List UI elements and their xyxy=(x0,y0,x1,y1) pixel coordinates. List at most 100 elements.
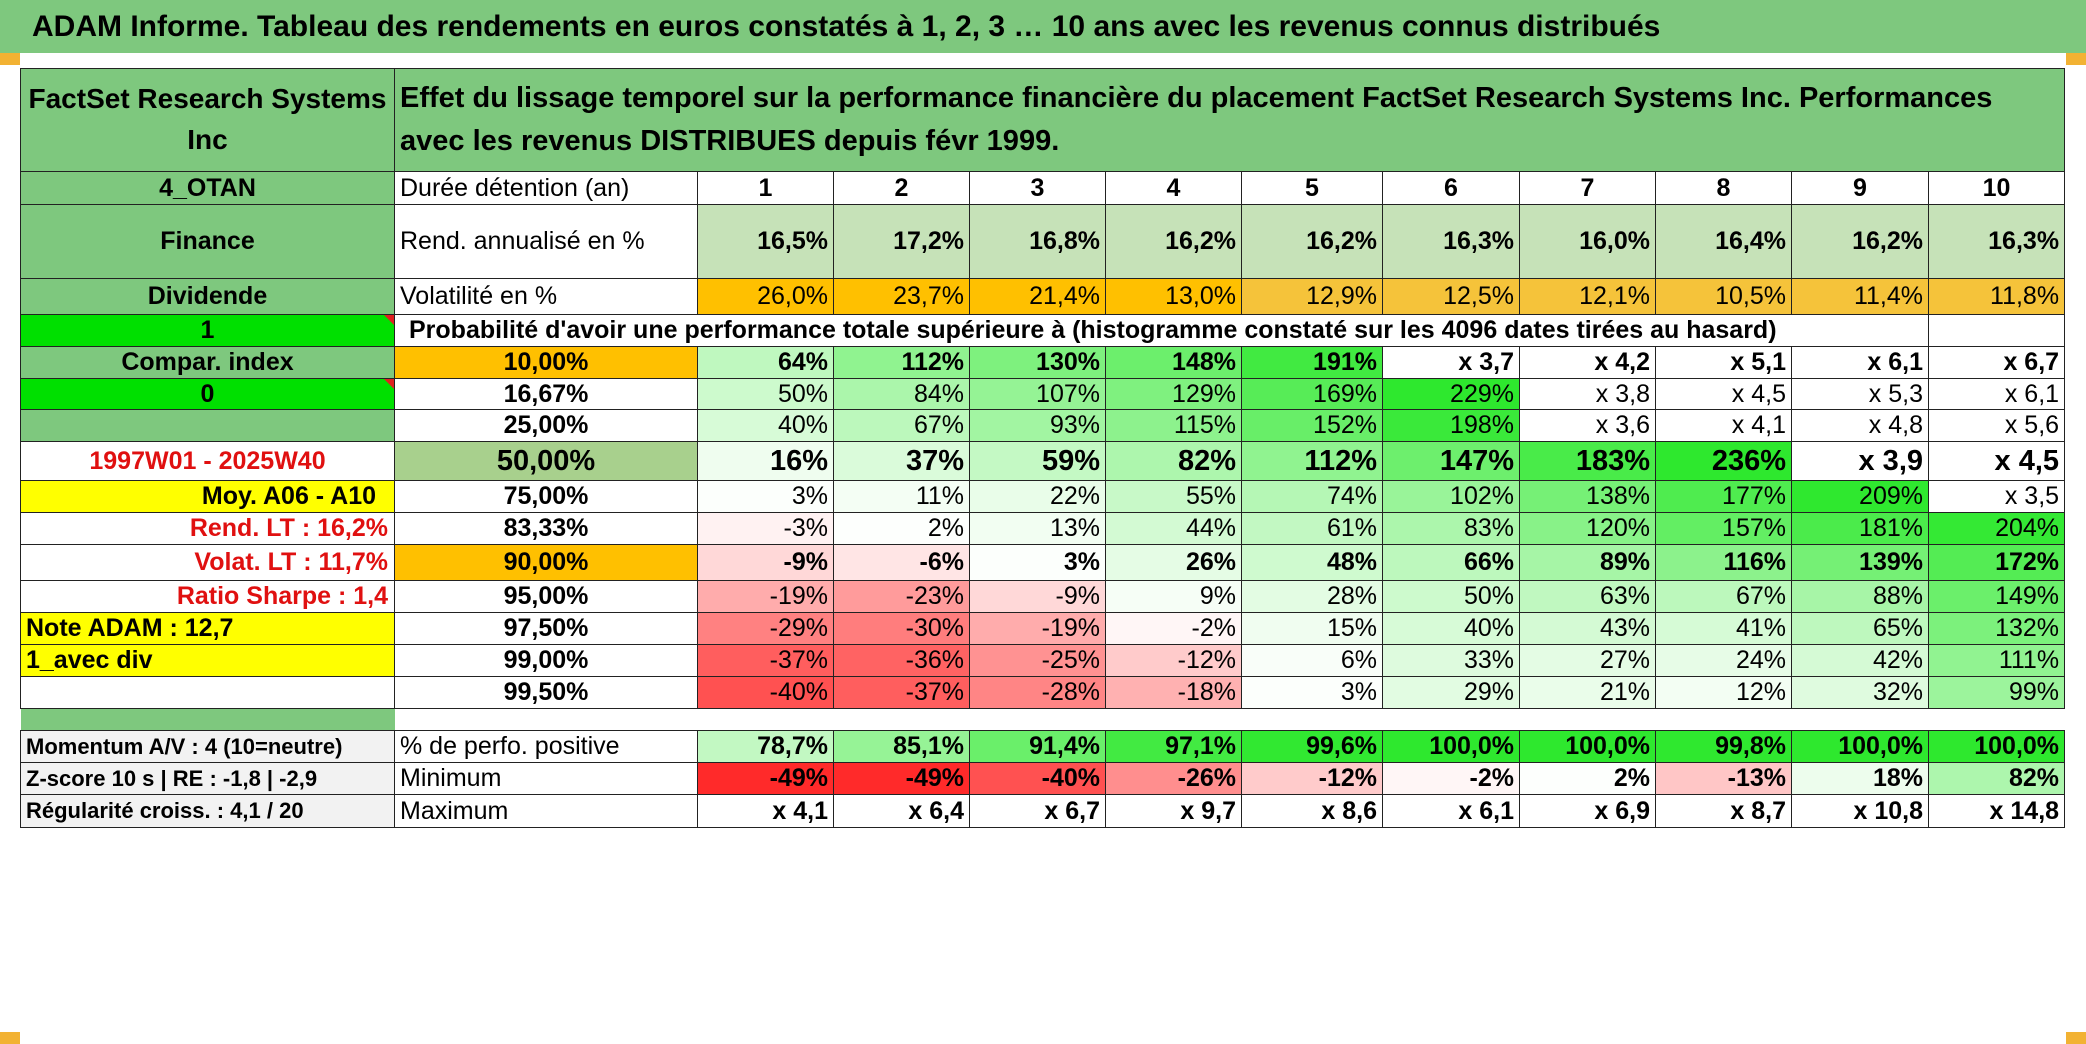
perf-cell: -36% xyxy=(833,644,970,677)
perf-cell: 115% xyxy=(1105,409,1242,442)
perf-cell: -2% xyxy=(1105,612,1242,645)
year-header: 2 xyxy=(833,171,970,205)
perf-cell: 116% xyxy=(1655,544,1792,581)
pos-value: 78,7% xyxy=(697,730,834,763)
perf-cell: x 6,7 xyxy=(1927,346,2066,379)
perf-cell: 42% xyxy=(1791,644,1929,677)
perf-cell: -40% xyxy=(697,676,834,709)
perf-cell: 67% xyxy=(833,409,970,442)
prob-threshold: 50,00% xyxy=(394,441,698,481)
perf-cell: 37% xyxy=(833,441,970,481)
prob-threshold: 95,00% xyxy=(394,580,698,613)
perf-cell: 172% xyxy=(1927,544,2066,581)
perf-cell: x 3,5 xyxy=(1927,480,2066,513)
perf-cell: 138% xyxy=(1519,480,1656,513)
rend-value: 16,8% xyxy=(969,204,1106,279)
sidebar-flag: 1 xyxy=(20,314,395,347)
perf-cell: 28% xyxy=(1241,580,1383,613)
perf-cell: 65% xyxy=(1791,612,1929,645)
perf-cell: 11% xyxy=(833,480,970,513)
rend-lt: Rend. LT : 16,2% xyxy=(20,512,395,545)
year-header: 9 xyxy=(1791,171,1929,205)
ratio-sharpe: Ratio Sharpe : 1,4 xyxy=(20,580,395,613)
perf-cell: 88% xyxy=(1791,580,1929,613)
max-value: x 6,1 xyxy=(1382,794,1520,828)
perf-cell: 12% xyxy=(1655,676,1792,709)
vol-value: 12,9% xyxy=(1241,278,1383,315)
perf-cell: x 5,6 xyxy=(1927,409,2066,442)
rend-value: 16,4% xyxy=(1655,204,1792,279)
perf-cell: 32% xyxy=(1791,676,1929,709)
perf-cell: 59% xyxy=(969,441,1106,481)
prob-threshold: 90,00% xyxy=(394,544,698,581)
max-value: x 4,1 xyxy=(697,794,834,828)
perf-cell: 148% xyxy=(1105,346,1242,379)
max-value: x 10,8 xyxy=(1791,794,1929,828)
perf-cell: 147% xyxy=(1382,441,1520,481)
rend-value: 16,2% xyxy=(1105,204,1242,279)
year-header: 4 xyxy=(1105,171,1242,205)
pos-value: 91,4% xyxy=(969,730,1106,763)
perf-cell: 29% xyxy=(1382,676,1520,709)
perf-cell: 99% xyxy=(1927,676,2066,709)
date-range: 1997W01 - 2025W40 xyxy=(20,441,395,481)
prob-threshold: 25,00% xyxy=(394,409,698,442)
perf-cell: 21% xyxy=(1519,676,1656,709)
pos-value: 97,1% xyxy=(1105,730,1242,763)
performance-table: FactSet Research Systems Inc Effet du lis… xyxy=(20,68,2066,828)
perf-cell: x 3,8 xyxy=(1519,378,1656,410)
vol-value: 12,1% xyxy=(1519,278,1656,315)
min-value: -49% xyxy=(833,762,970,795)
perf-cell: 112% xyxy=(1241,441,1383,481)
perf-cell: x 4,5 xyxy=(1655,378,1792,410)
year-header: 3 xyxy=(969,171,1106,205)
vol-value: 12,5% xyxy=(1382,278,1520,315)
corner-marker xyxy=(0,53,20,65)
perf-cell: -9% xyxy=(969,580,1106,613)
max-value: x 9,7 xyxy=(1105,794,1242,828)
perf-cell: 2% xyxy=(833,512,970,545)
max-label: Maximum xyxy=(394,794,698,828)
perf-cell: 120% xyxy=(1519,512,1656,545)
perf-cell: -37% xyxy=(833,676,970,709)
perf-cell: 13% xyxy=(969,512,1106,545)
rend-value: 16,0% xyxy=(1519,204,1656,279)
report-title: ADAM Informe. Tableau des rendements en … xyxy=(0,0,2086,53)
vol-value: 26,0% xyxy=(697,278,834,315)
year-header: 6 xyxy=(1382,171,1520,205)
rend-value: 16,3% xyxy=(1382,204,1520,279)
perf-cell: x 3,7 xyxy=(1382,346,1520,379)
vol-value: 21,4% xyxy=(969,278,1106,315)
vol-value: 23,7% xyxy=(833,278,970,315)
perf-cell: 43% xyxy=(1519,612,1656,645)
vol-value: 13,0% xyxy=(1105,278,1242,315)
perf-cell: -28% xyxy=(969,676,1106,709)
sidebar-label: Dividende xyxy=(20,278,395,315)
rend-value: 17,2% xyxy=(833,204,970,279)
perf-cell: x 4,5 xyxy=(1927,441,2066,481)
perf-cell: 6% xyxy=(1241,644,1383,677)
min-value: -12% xyxy=(1241,762,1383,795)
rend-value: 16,2% xyxy=(1241,204,1383,279)
perf-cell: 55% xyxy=(1105,480,1242,513)
compar-flag: 0 xyxy=(20,378,395,410)
year-header: 1 xyxy=(697,171,834,205)
pos-value: 99,8% xyxy=(1655,730,1792,763)
perf-cell: 229% xyxy=(1382,378,1520,410)
perf-cell: x 4,1 xyxy=(1655,409,1792,442)
perf-cell: 130% xyxy=(969,346,1106,379)
pos-value: 85,1% xyxy=(833,730,970,763)
table-description: Effet du lissage temporel sur la perform… xyxy=(393,68,2066,172)
perf-cell: 27% xyxy=(1519,644,1656,677)
min-value: -13% xyxy=(1655,762,1792,795)
max-value: x 8,7 xyxy=(1655,794,1792,828)
rend-value: 16,2% xyxy=(1791,204,1929,279)
perf-cell: 74% xyxy=(1241,480,1383,513)
perf-cell: x 6,1 xyxy=(1791,346,1929,379)
pos-value: 99,6% xyxy=(1241,730,1383,763)
perf-cell: 139% xyxy=(1791,544,1929,581)
perf-cell: x 5,3 xyxy=(1791,378,1929,410)
pos-value: 100,0% xyxy=(1791,730,1929,763)
avec-div: 1_avec div xyxy=(20,644,395,677)
prob-caption: Probabilité d'avoir une performance tota… xyxy=(394,314,1929,347)
